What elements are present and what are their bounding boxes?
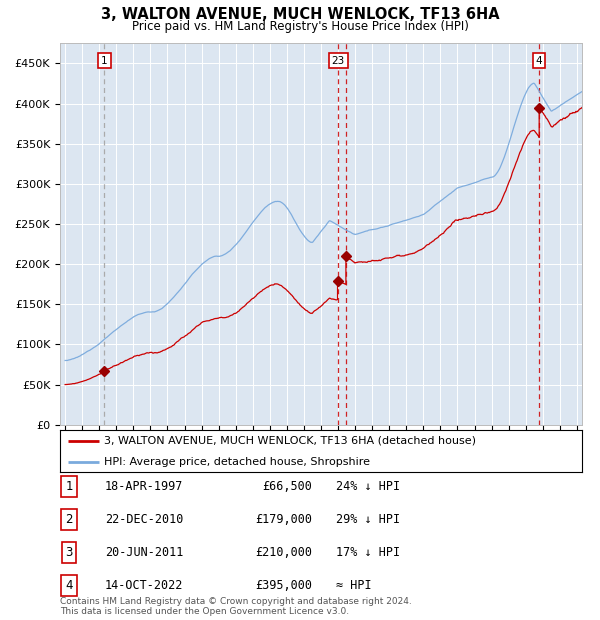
Text: ≈ HPI: ≈ HPI — [336, 579, 371, 591]
Text: Price paid vs. HM Land Registry's House Price Index (HPI): Price paid vs. HM Land Registry's House … — [131, 20, 469, 33]
Text: 14-OCT-2022: 14-OCT-2022 — [105, 579, 184, 591]
Text: 23: 23 — [331, 56, 344, 66]
Text: 3, WALTON AVENUE, MUCH WENLOCK, TF13 6HA: 3, WALTON AVENUE, MUCH WENLOCK, TF13 6HA — [101, 7, 499, 22]
Text: £66,500: £66,500 — [262, 480, 312, 493]
Text: 3, WALTON AVENUE, MUCH WENLOCK, TF13 6HA (detached house): 3, WALTON AVENUE, MUCH WENLOCK, TF13 6HA… — [104, 436, 476, 446]
Text: £179,000: £179,000 — [255, 513, 312, 526]
Text: 18-APR-1997: 18-APR-1997 — [105, 480, 184, 493]
Text: 20-JUN-2011: 20-JUN-2011 — [105, 546, 184, 559]
Text: 22-DEC-2010: 22-DEC-2010 — [105, 513, 184, 526]
Text: £210,000: £210,000 — [255, 546, 312, 559]
Text: HPI: Average price, detached house, Shropshire: HPI: Average price, detached house, Shro… — [104, 457, 370, 467]
Text: 24% ↓ HPI: 24% ↓ HPI — [336, 480, 400, 493]
Text: This data is licensed under the Open Government Licence v3.0.: This data is licensed under the Open Gov… — [60, 607, 349, 616]
Text: 4: 4 — [536, 56, 542, 66]
Text: 1: 1 — [101, 56, 107, 66]
Text: 3: 3 — [65, 546, 73, 559]
Text: Contains HM Land Registry data © Crown copyright and database right 2024.: Contains HM Land Registry data © Crown c… — [60, 597, 412, 606]
Text: 29% ↓ HPI: 29% ↓ HPI — [336, 513, 400, 526]
Text: 2: 2 — [65, 513, 73, 526]
Text: 17% ↓ HPI: 17% ↓ HPI — [336, 546, 400, 559]
Text: £395,000: £395,000 — [255, 579, 312, 591]
Text: 4: 4 — [65, 579, 73, 591]
Text: 1: 1 — [65, 480, 73, 493]
